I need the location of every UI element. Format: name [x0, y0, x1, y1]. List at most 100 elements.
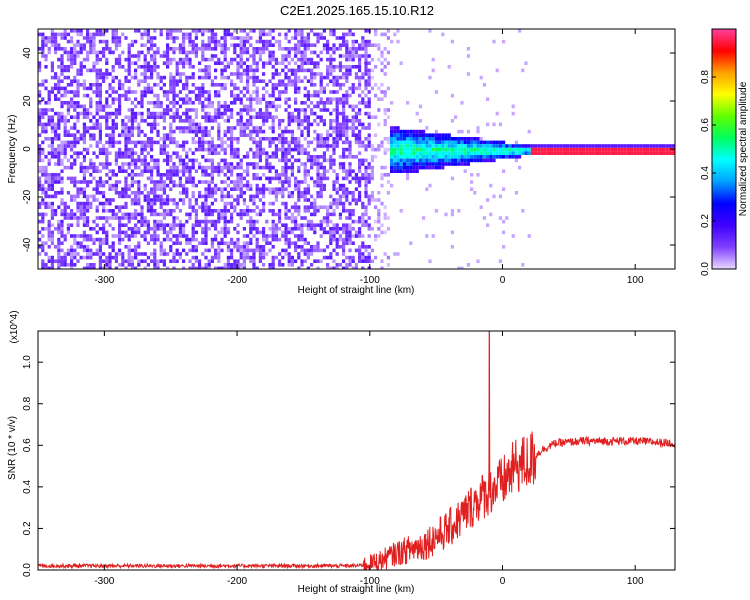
heatmap-cell [268, 227, 272, 231]
heatmap-cell [287, 97, 291, 101]
heatmap-cell [450, 39, 454, 44]
heatmap-cell [76, 205, 80, 209]
heatmap-cell [57, 144, 61, 148]
heatmap-cell [514, 147, 518, 152]
heatmap-cell [326, 101, 330, 105]
heatmap-cell [194, 29, 198, 33]
heatmap-cell [358, 216, 362, 220]
heatmap-cell [185, 165, 189, 170]
heatmap-cell [294, 90, 298, 94]
heatmap-cell [287, 151, 291, 155]
heatmap-cell [114, 90, 118, 94]
heatmap-cell [66, 252, 70, 256]
heatmap-cell [281, 54, 285, 58]
heatmap-cell [146, 255, 150, 260]
heatmap-cell [50, 155, 54, 159]
heatmap-cell [98, 57, 102, 62]
x-tick-label: -300 [94, 576, 114, 587]
heatmap-cell [358, 111, 362, 116]
heatmap-cell [239, 191, 243, 195]
heatmap-cell [354, 115, 358, 119]
heatmap-cell [159, 104, 163, 109]
heatmap-cell [409, 147, 413, 152]
heatmap-cell [162, 75, 166, 80]
heatmap-cell [335, 119, 339, 123]
heatmap-cell [409, 165, 413, 170]
heatmap-cell [425, 151, 429, 155]
heatmap-cell [162, 151, 166, 155]
heatmap-cell [415, 158, 419, 163]
heatmap-cell [105, 111, 109, 116]
heatmap-cell [210, 54, 214, 58]
heatmap-cell [258, 137, 262, 141]
heatmap-cell [57, 119, 61, 123]
heatmap-cell [82, 245, 86, 249]
heatmap-cell [367, 126, 371, 130]
heatmap-cell [44, 187, 48, 191]
heatmap-cell [284, 32, 288, 37]
heatmap-cell [118, 241, 122, 245]
heatmap-cell [345, 93, 349, 98]
heatmap-cell [230, 133, 234, 137]
heatmap-cell [348, 216, 352, 220]
heatmap-cell [108, 209, 112, 213]
heatmap-cell [220, 187, 224, 191]
heatmap-cell [623, 144, 627, 148]
heatmap-cell [646, 151, 650, 155]
heatmap-cell [306, 126, 310, 130]
heatmap-cell [281, 155, 285, 159]
heatmap-cell [102, 180, 106, 184]
heatmap-cell [143, 169, 147, 173]
heatmap-cell [258, 36, 262, 40]
heatmap-cell [262, 29, 266, 33]
heatmap-cell [194, 259, 198, 263]
heatmap-cell [130, 180, 134, 184]
heatmap-cell [95, 61, 99, 65]
heatmap-cell [172, 111, 176, 116]
heatmap-cell [262, 122, 266, 127]
heatmap-cell [130, 183, 134, 188]
heatmap-cell [438, 158, 442, 163]
heatmap-cell [140, 50, 144, 55]
heatmap-cell [316, 205, 320, 209]
heatmap-cell [367, 165, 371, 170]
heatmap-cell [239, 97, 243, 101]
heatmap-cell [358, 191, 362, 195]
heatmap-cell [255, 39, 259, 44]
heatmap-cell [255, 155, 259, 159]
heatmap-cell [319, 234, 323, 238]
heatmap-cell [82, 187, 86, 191]
heatmap-cell [249, 248, 253, 253]
heatmap-cell [319, 115, 323, 119]
heatmap-cell [73, 144, 77, 148]
heatmap-cell [143, 119, 147, 123]
heatmap-cell [294, 79, 298, 83]
heatmap-cell [559, 144, 563, 148]
heatmap-cell [47, 183, 51, 188]
heatmap-cell [268, 155, 272, 159]
colorbar-gradient [712, 29, 736, 269]
heatmap-cell [121, 191, 125, 195]
heatmap-cell [402, 129, 406, 134]
heatmap-cell [316, 65, 320, 69]
heatmap-cell [223, 234, 227, 238]
heatmap-cell [41, 245, 45, 249]
heatmap-cell [361, 176, 365, 181]
heatmap-cell [460, 101, 464, 105]
heatmap-cell [89, 252, 93, 256]
heatmap-cell [546, 151, 550, 155]
heatmap-cell [281, 61, 285, 65]
heatmap-cell [54, 191, 58, 195]
heatmap-cell [460, 155, 464, 159]
heatmap-cell [316, 176, 320, 181]
heatmap-cell [95, 183, 99, 188]
heatmap-cell [121, 165, 125, 170]
heatmap-cell [41, 248, 45, 253]
heatmap-cell [44, 165, 48, 170]
heatmap-cell [130, 126, 134, 130]
heatmap-cell [233, 165, 237, 170]
heatmap-cell [143, 158, 147, 163]
heatmap-cell [76, 234, 80, 238]
heatmap-cell [639, 147, 643, 152]
heatmap-cell [332, 90, 336, 94]
